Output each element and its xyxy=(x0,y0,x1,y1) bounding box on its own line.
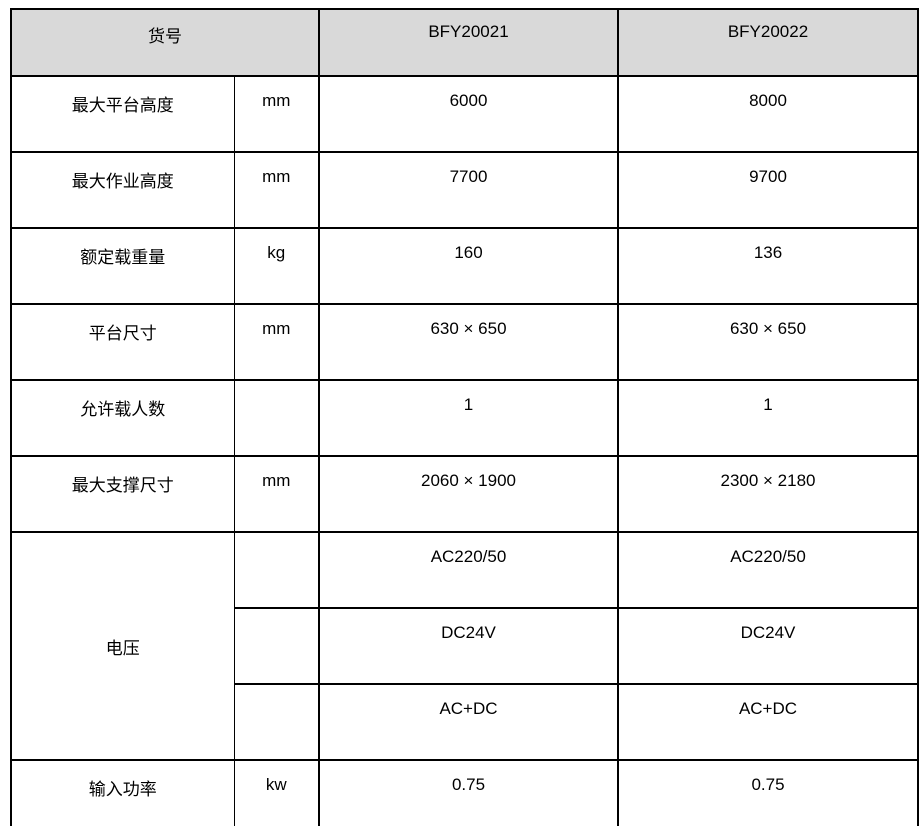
spec-label: 输入功率 xyxy=(10,759,235,826)
table-row-max-support-size: 最大支撑尺寸 mm 2060 × 1900 2300 × 2180 xyxy=(10,455,919,533)
spec-value-model-2: 2300 × 2180 xyxy=(617,455,919,533)
header-product-code: 货号 xyxy=(10,8,320,77)
spec-value-model-1: 0.75 xyxy=(318,759,619,826)
spec-value-model-2: AC220/50 xyxy=(617,531,919,609)
spec-value-model-1: 7700 xyxy=(318,151,619,229)
table-row-voltage-dc: DC24V DC24V xyxy=(11,607,919,685)
spec-value-model-2: 8000 xyxy=(617,75,919,153)
spec-unit xyxy=(233,607,320,685)
spec-value-model-2: AC+DC xyxy=(617,683,919,761)
spec-value-model-1: 1 xyxy=(318,379,619,457)
spec-value-model-2: DC24V xyxy=(617,607,919,685)
spec-unit xyxy=(233,379,320,457)
table-row-voltage-acdc: AC+DC AC+DC xyxy=(11,683,919,761)
header-model-2: BFY20022 xyxy=(617,8,919,77)
table-row-max-platform-height: 最大平台高度 mm 6000 8000 xyxy=(10,75,919,153)
spec-label: 平台尺寸 xyxy=(10,303,235,381)
table-row-platform-size: 平台尺寸 mm 630 × 650 630 × 650 xyxy=(10,303,919,381)
spec-unit: mm xyxy=(233,303,320,381)
spec-value-model-1: AC+DC xyxy=(318,683,619,761)
spec-unit xyxy=(233,683,320,761)
spec-label: 额定载重量 xyxy=(10,227,235,305)
table-header-row: 货号 BFY20021 BFY20022 xyxy=(10,8,919,77)
table-row-input-power: 输入功率 kw 0.75 0.75 xyxy=(10,759,919,826)
spec-unit: mm xyxy=(233,75,320,153)
table-row-voltage-ac: 电压 AC220/50 AC220/50 xyxy=(10,531,919,761)
table-row-allowed-persons: 允许载人数 1 1 xyxy=(10,379,919,457)
spec-unit: mm xyxy=(233,455,320,533)
spec-label: 最大平台高度 xyxy=(10,75,235,153)
spec-label: 允许载人数 xyxy=(10,379,235,457)
spec-value-model-2: 0.75 xyxy=(617,759,919,826)
spec-value-model-2: 630 × 650 xyxy=(617,303,919,381)
spec-label: 最大作业高度 xyxy=(10,151,235,229)
spec-value-model-1: 160 xyxy=(318,227,619,305)
spec-value-model-2: 9700 xyxy=(617,151,919,229)
spec-label-voltage: 电压 xyxy=(10,531,235,761)
spec-label: 最大支撑尺寸 xyxy=(10,455,235,533)
spec-value-model-2: 136 xyxy=(617,227,919,305)
spec-unit xyxy=(233,531,320,609)
spec-value-model-1: 630 × 650 xyxy=(318,303,619,381)
header-model-1: BFY20021 xyxy=(318,8,619,77)
spec-value-model-1: 6000 xyxy=(318,75,619,153)
spec-table: 货号 BFY20021 BFY20022 最大平台高度 mm 6000 8000… xyxy=(10,8,919,826)
spec-value-model-2: 1 xyxy=(617,379,919,457)
spec-unit: mm xyxy=(233,151,320,229)
spec-unit: kw xyxy=(233,759,320,826)
table-row-max-working-height: 最大作业高度 mm 7700 9700 xyxy=(10,151,919,229)
table-row-rated-load: 额定载重量 kg 160 136 xyxy=(10,227,919,305)
spec-value-model-1: 2060 × 1900 xyxy=(318,455,619,533)
spec-value-model-1: AC220/50 xyxy=(318,531,619,609)
spec-value-model-1: DC24V xyxy=(318,607,619,685)
spec-unit: kg xyxy=(233,227,320,305)
